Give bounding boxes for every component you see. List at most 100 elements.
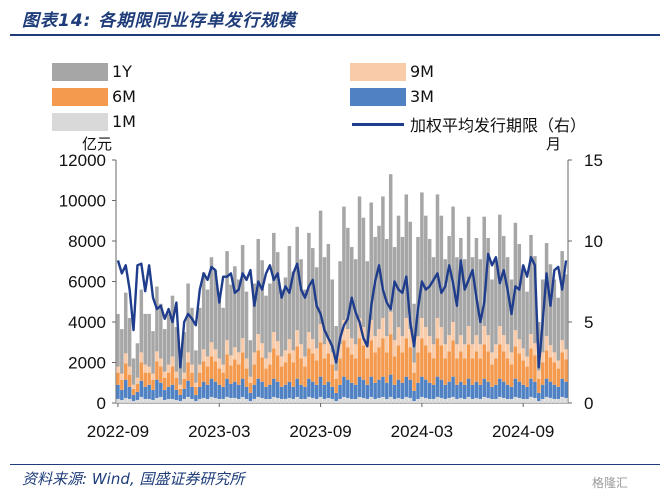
bar-1m xyxy=(275,397,280,403)
bar-1m xyxy=(225,396,229,403)
bar-1y xyxy=(424,215,428,328)
bar-6m xyxy=(447,351,451,382)
bar-1m xyxy=(494,398,498,403)
bar-1y xyxy=(147,313,151,367)
bar-3m xyxy=(501,381,506,398)
bar-6m xyxy=(396,345,401,380)
bar-1m xyxy=(525,398,529,403)
bar-1m xyxy=(357,396,362,403)
bar-3m xyxy=(346,379,350,398)
bar-6m xyxy=(264,368,268,387)
bar-6m xyxy=(283,362,288,385)
bar-1y xyxy=(486,237,490,336)
bar-9m xyxy=(342,319,346,341)
bar-1m xyxy=(564,397,568,403)
bar-3m xyxy=(462,384,467,399)
bar-3m xyxy=(322,384,327,399)
bar-3m xyxy=(275,381,280,398)
bar-1y xyxy=(334,326,338,371)
bar-3m xyxy=(365,384,370,399)
bar-1m xyxy=(268,398,272,403)
left-axis-unit: 亿元 xyxy=(82,135,113,153)
bar-3m xyxy=(213,381,218,398)
x-tick-label: 2023-09 xyxy=(289,422,351,441)
bar-1y xyxy=(435,194,440,318)
bar-3m xyxy=(326,381,331,398)
bar-1m xyxy=(244,398,249,403)
bar-3m xyxy=(299,384,303,399)
bar-1y xyxy=(494,259,498,345)
left-tick-label: 4000 xyxy=(68,313,106,332)
bar-1m xyxy=(447,397,451,403)
bar-3m xyxy=(303,386,307,399)
bar-6m xyxy=(564,359,568,382)
bar-6m xyxy=(147,372,151,385)
bar-1m xyxy=(560,396,564,403)
bar-9m xyxy=(466,326,471,345)
bar-1y xyxy=(381,196,385,318)
bar-1y xyxy=(490,279,494,353)
bar-6m xyxy=(521,360,525,385)
bar-6m xyxy=(353,358,358,385)
bar-9m xyxy=(299,344,303,359)
bar-1y xyxy=(190,307,194,365)
bar-1y xyxy=(525,291,529,357)
bar-1y xyxy=(166,313,171,365)
bar-1m xyxy=(217,398,222,403)
bar-9m xyxy=(334,370,338,379)
legend-swatch-avg xyxy=(352,122,404,126)
bar-9m xyxy=(248,376,253,383)
bar-6m xyxy=(236,364,241,385)
bar-1y xyxy=(252,283,257,353)
bar-1y xyxy=(482,216,486,327)
bar-1y xyxy=(311,248,315,340)
bar-9m xyxy=(462,344,467,359)
bar-1m xyxy=(459,397,463,403)
bar-1y xyxy=(431,257,436,345)
bar-1y xyxy=(501,235,506,336)
bar-9m xyxy=(385,336,389,353)
bar-6m xyxy=(120,379,124,390)
bar-1m xyxy=(443,398,448,403)
bar-6m xyxy=(517,353,522,382)
bar-3m xyxy=(498,378,502,397)
bar-1m xyxy=(291,398,296,403)
bar-9m xyxy=(431,344,436,359)
bar-6m xyxy=(357,338,362,377)
bar-9m xyxy=(474,335,479,352)
bar-9m xyxy=(396,327,401,346)
bar-9m xyxy=(439,327,444,346)
legend-swatch-6m xyxy=(52,87,108,106)
bar-6m xyxy=(420,338,424,377)
bar-6m xyxy=(424,345,428,380)
bar-3m xyxy=(279,386,284,399)
bar-1y xyxy=(139,289,144,353)
bar-6m xyxy=(233,359,237,382)
bar-9m xyxy=(490,352,494,365)
bar-3m xyxy=(517,381,522,398)
bar-9m xyxy=(498,326,502,345)
bar-9m xyxy=(233,347,237,360)
bar-6m xyxy=(537,378,541,393)
bar-6m xyxy=(385,352,389,383)
legend-item-avg: 加权平均发行期限（右） xyxy=(352,112,586,136)
source-note: 资料来源: Wind, 国盛证券研究所 xyxy=(22,470,245,488)
legend-swatch-1m xyxy=(52,112,108,131)
bar-1m xyxy=(455,398,459,403)
bar-9m xyxy=(264,358,268,369)
bar-9m xyxy=(373,336,377,353)
bar-9m xyxy=(357,317,362,339)
bar-1m xyxy=(377,397,381,403)
bar-3m xyxy=(400,382,405,399)
right-tick-label: 15 xyxy=(584,151,603,170)
bar-6m xyxy=(443,358,448,385)
bar-3m xyxy=(334,392,338,401)
bar-1y xyxy=(240,245,245,339)
bar-3m xyxy=(217,384,222,399)
bar-9m xyxy=(272,332,276,349)
bar-6m xyxy=(470,358,475,385)
bar-9m xyxy=(338,344,342,359)
bar-9m xyxy=(279,356,284,367)
bar-3m xyxy=(182,388,186,399)
bar-1m xyxy=(361,397,366,403)
